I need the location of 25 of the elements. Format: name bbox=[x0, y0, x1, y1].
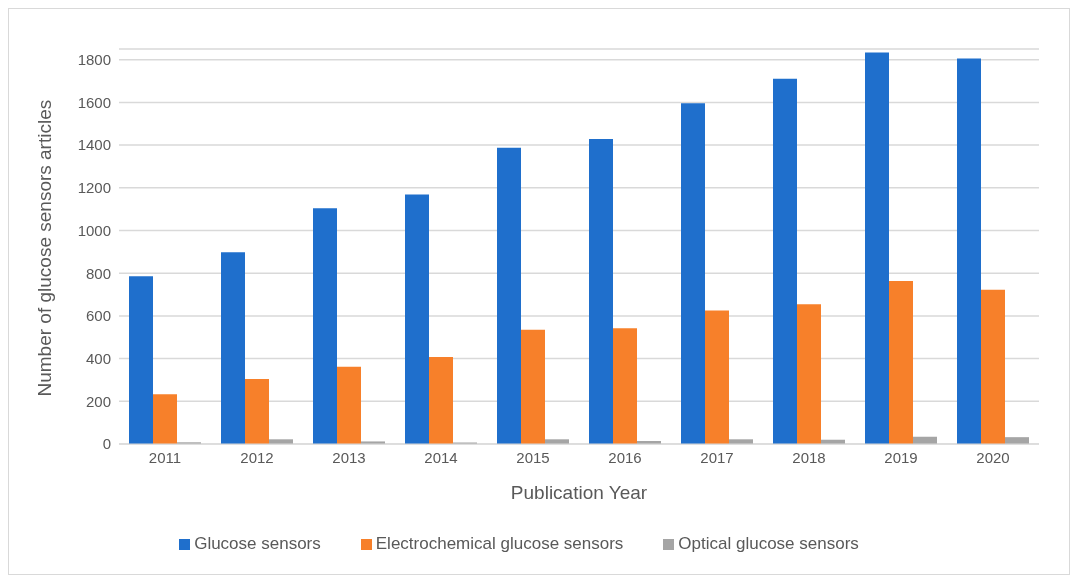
y-tick-label: 1800 bbox=[77, 51, 111, 68]
x-tick-label: 2020 bbox=[976, 448, 1010, 466]
y-tick-label: 1200 bbox=[77, 179, 111, 197]
x-tick-label: 2014 bbox=[424, 448, 458, 466]
y-tick-label: 200 bbox=[85, 392, 111, 410]
x-tick-label: 2018 bbox=[792, 448, 826, 466]
legend-label: Electrochemical glucose sensors bbox=[375, 534, 624, 553]
y-tick-label: 0 bbox=[102, 435, 111, 453]
y-tick-label: 1000 bbox=[77, 221, 111, 239]
y-tick-label: 400 bbox=[85, 349, 111, 367]
x-tick-label: 2019 bbox=[884, 448, 918, 466]
y-tick-label: 800 bbox=[85, 264, 111, 282]
x-tick-label: 2016 bbox=[608, 448, 642, 466]
y-axis-title: Number of glucose sensors articles bbox=[33, 99, 55, 397]
x-tick-label: 2012 bbox=[240, 448, 274, 466]
x-tick-label: 2015 bbox=[516, 448, 550, 466]
x-tick-label: 2017 bbox=[700, 448, 734, 466]
y-tick-label: 600 bbox=[85, 307, 111, 325]
x-tick-label: 2013 bbox=[332, 448, 366, 466]
x-tick-label: 2011 bbox=[148, 448, 182, 466]
legend-label: Glucose sensors bbox=[194, 534, 321, 553]
legend-label: Optical glucose sensors bbox=[678, 534, 859, 553]
y-tick-label: 1400 bbox=[77, 136, 111, 154]
x-axis-title: Publication Year bbox=[510, 482, 648, 503]
y-tick-label: 1600 bbox=[77, 93, 111, 111]
